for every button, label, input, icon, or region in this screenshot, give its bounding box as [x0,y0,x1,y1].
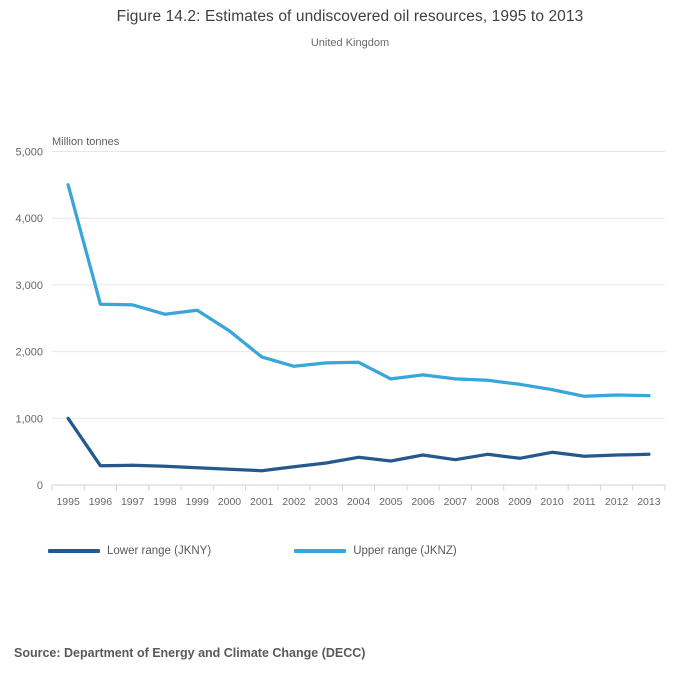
chart-subtitle: United Kingdom [310,37,390,49]
y-tick-label-0: 0 [37,480,43,492]
y-tick-label-2000: 2,000 [15,347,43,359]
x-tick-label-2000: 2000 [218,496,242,508]
x-tick-label-1998: 1998 [153,496,177,508]
x-tick-label-2008: 2008 [476,496,500,508]
legend: Lower range (JKNY) Upper range (JKNZ) [48,543,648,559]
x-tick-label-2005: 2005 [379,496,403,508]
x-tick-label-2012: 2012 [605,496,629,508]
x-tick-label-2013: 2013 [637,496,661,508]
x-tick-label-2004: 2004 [347,496,371,508]
legend-label-upper-range: Upper range (JKNZ) [353,545,457,557]
x-tick-label-2006: 2006 [411,496,435,508]
upper-range-line-swatch [294,549,347,553]
x-tick-label-1999: 1999 [186,496,210,508]
x-tick-label-1996: 1996 [89,496,113,508]
x-tick-label-1997: 1997 [121,496,145,508]
x-tick-label-2002: 2002 [282,496,306,508]
source-note: Source: Department of Energy and Climate… [14,646,366,660]
x-tick-label-2009: 2009 [508,496,532,508]
series-line-lower-range[interactable] [66,416,651,473]
legend-item-lower-range[interactable]: Lower range (JKNY) [48,545,211,557]
y-axis-title: Million tonnes [52,136,120,148]
x-tick-label-2001: 2001 [250,496,274,508]
y-tick-label-1000: 1,000 [15,413,43,425]
legend-label-lower-range: Lower range (JKNY) [107,545,212,557]
y-tick-label-3000: 3,000 [15,280,43,292]
x-tick-label-2003: 2003 [315,496,339,508]
x-tick-label-2007: 2007 [444,496,468,508]
x-tick-label-2011: 2011 [573,496,596,508]
series-line-upper-range[interactable] [66,183,651,398]
lower-range-line-swatch [48,549,100,553]
y-tick-label-4000: 4,000 [15,213,43,225]
x-tick-label-2010: 2010 [540,496,564,508]
x-tick-label-1995: 1995 [56,496,80,508]
chart-title: Figure 14.2: Estimates of undiscovered o… [116,8,584,25]
y-tick-label-5000: 5,000 [15,147,43,159]
legend-item-upper-range[interactable]: Upper range (JKNZ) [294,545,457,557]
